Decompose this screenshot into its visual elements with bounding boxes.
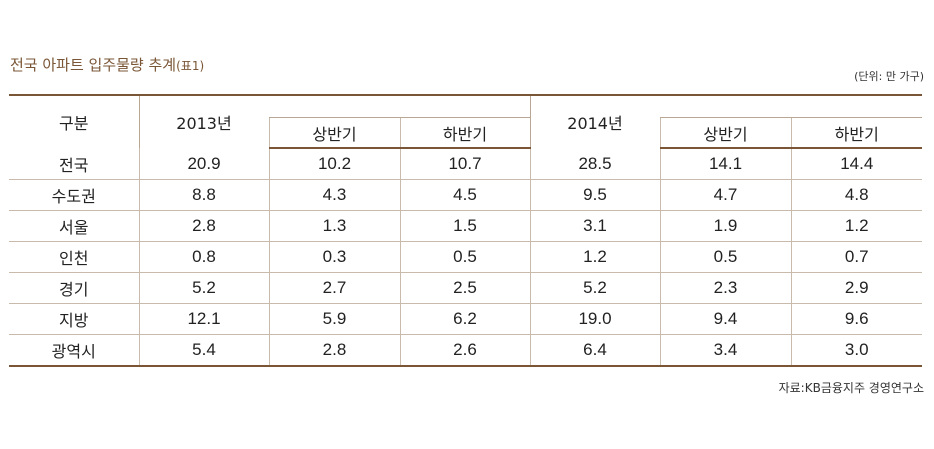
cell-2013-total: 5.4 [138,334,269,367]
cell-2014-second-half: 2.9 [790,272,922,304]
table-title-text: 전국 아파트 입주물량 추계 [10,56,177,74]
table-row: 지방 12.1 5.9 6.2 19.0 9.4 9.6 [9,303,922,335]
header-2014-second-half: 하반기 [790,117,922,149]
cell-2014-first-half: 14.1 [659,148,791,180]
cell-2014-total: 1.2 [529,241,660,273]
cell-2014-first-half: 4.7 [659,179,791,211]
row-label: 서울 [9,210,139,242]
cell-2014-second-half: 9.6 [790,303,922,335]
cell-2013-first-half: 1.3 [268,210,400,242]
cell-2014-first-half: 9.4 [659,303,791,335]
table-row: 경기 5.2 2.7 2.5 5.2 2.3 2.9 [9,272,922,304]
cell-2013-second-half: 10.7 [399,148,530,180]
cell-2014-first-half: 3.4 [659,334,791,367]
cell-2013-total: 12.1 [138,303,269,335]
cell-2014-first-half: 2.3 [659,272,791,304]
header-row-bottom: 상반기 하반기 상반기 하반기 [9,117,922,149]
cell-2014-second-half: 4.8 [790,179,922,211]
cell-2013-first-half: 5.9 [268,303,400,335]
header-2013-total: 2013년 [138,94,269,148]
cell-2013-second-half: 1.5 [399,210,530,242]
table-title: 전국 아파트 입주물량 추계(표1) [10,54,204,75]
cell-2014-total: 3.1 [529,210,660,242]
cell-2013-total: 0.8 [138,241,269,273]
header-2014-first-half: 상반기 [659,117,791,149]
cell-2013-first-half: 2.8 [268,334,400,367]
header-2014-span [660,94,922,118]
row-label: 지방 [9,303,139,335]
cell-2014-total: 9.5 [529,179,660,211]
table-row: 전국 20.9 10.2 10.7 28.5 14.1 14.4 [9,148,922,180]
table-row: 서울 2.8 1.3 1.5 3.1 1.9 1.2 [9,210,922,242]
cell-2013-second-half: 4.5 [399,179,530,211]
cell-2014-total: 5.2 [529,272,660,304]
cell-2013-first-half: 4.3 [268,179,400,211]
cell-2013-total: 20.9 [138,148,269,180]
table-row: 수도권 8.8 4.3 4.5 9.5 4.7 4.8 [9,179,922,211]
cell-2013-second-half: 2.5 [399,272,530,304]
header-2013-first-half: 상반기 [268,117,400,149]
table-title-suffix: (표1) [176,59,205,73]
cell-2014-second-half: 3.0 [790,334,922,367]
row-label: 인천 [9,241,139,273]
cell-2014-second-half: 0.7 [790,241,922,273]
cell-2014-first-half: 0.5 [659,241,791,273]
cell-2013-first-half: 2.7 [268,272,400,304]
cell-2014-first-half: 1.9 [659,210,791,242]
cell-2014-second-half: 1.2 [790,210,922,242]
header-row-top: 구분 2013년 2014년 [9,94,922,148]
housing-supply-table: 구분 2013년 2014년 상반기 하반기 상반기 하반기 전국 20.9 1… [9,94,922,367]
cell-2013-first-half: 0.3 [268,241,400,273]
header-category: 구분 [9,94,139,148]
row-label: 경기 [9,272,139,304]
table-row: 인천 0.8 0.3 0.5 1.2 0.5 0.7 [9,241,922,273]
cell-2013-first-half: 10.2 [268,148,400,180]
row-label: 광역시 [9,334,139,367]
cell-2013-second-half: 2.6 [399,334,530,367]
table-row: 광역시 5.4 2.8 2.6 6.4 3.4 3.0 [9,334,922,367]
row-label: 수도권 [9,179,139,211]
header-2014-total: 2014년 [529,94,660,148]
source-note: 자료:KB금융지주 경영연구소 [778,381,924,395]
table-header: 구분 2013년 2014년 상반기 하반기 상반기 하반기 [9,94,922,149]
cell-2013-total: 5.2 [138,272,269,304]
cell-2013-second-half: 0.5 [399,241,530,273]
cell-2014-second-half: 14.4 [790,148,922,180]
cell-2014-total: 28.5 [529,148,660,180]
cell-2014-total: 6.4 [529,334,660,367]
cell-2013-total: 8.8 [138,179,269,211]
header-2013-span [269,94,530,118]
header-2013-second-half: 하반기 [399,117,530,149]
cell-2013-total: 2.8 [138,210,269,242]
row-label: 전국 [9,148,139,180]
table-body: 전국 20.9 10.2 10.7 28.5 14.1 14.4 수도권 8.8… [9,148,922,367]
cell-2014-total: 19.0 [529,303,660,335]
unit-note: (단위: 만 가구) [854,70,924,83]
cell-2013-second-half: 6.2 [399,303,530,335]
